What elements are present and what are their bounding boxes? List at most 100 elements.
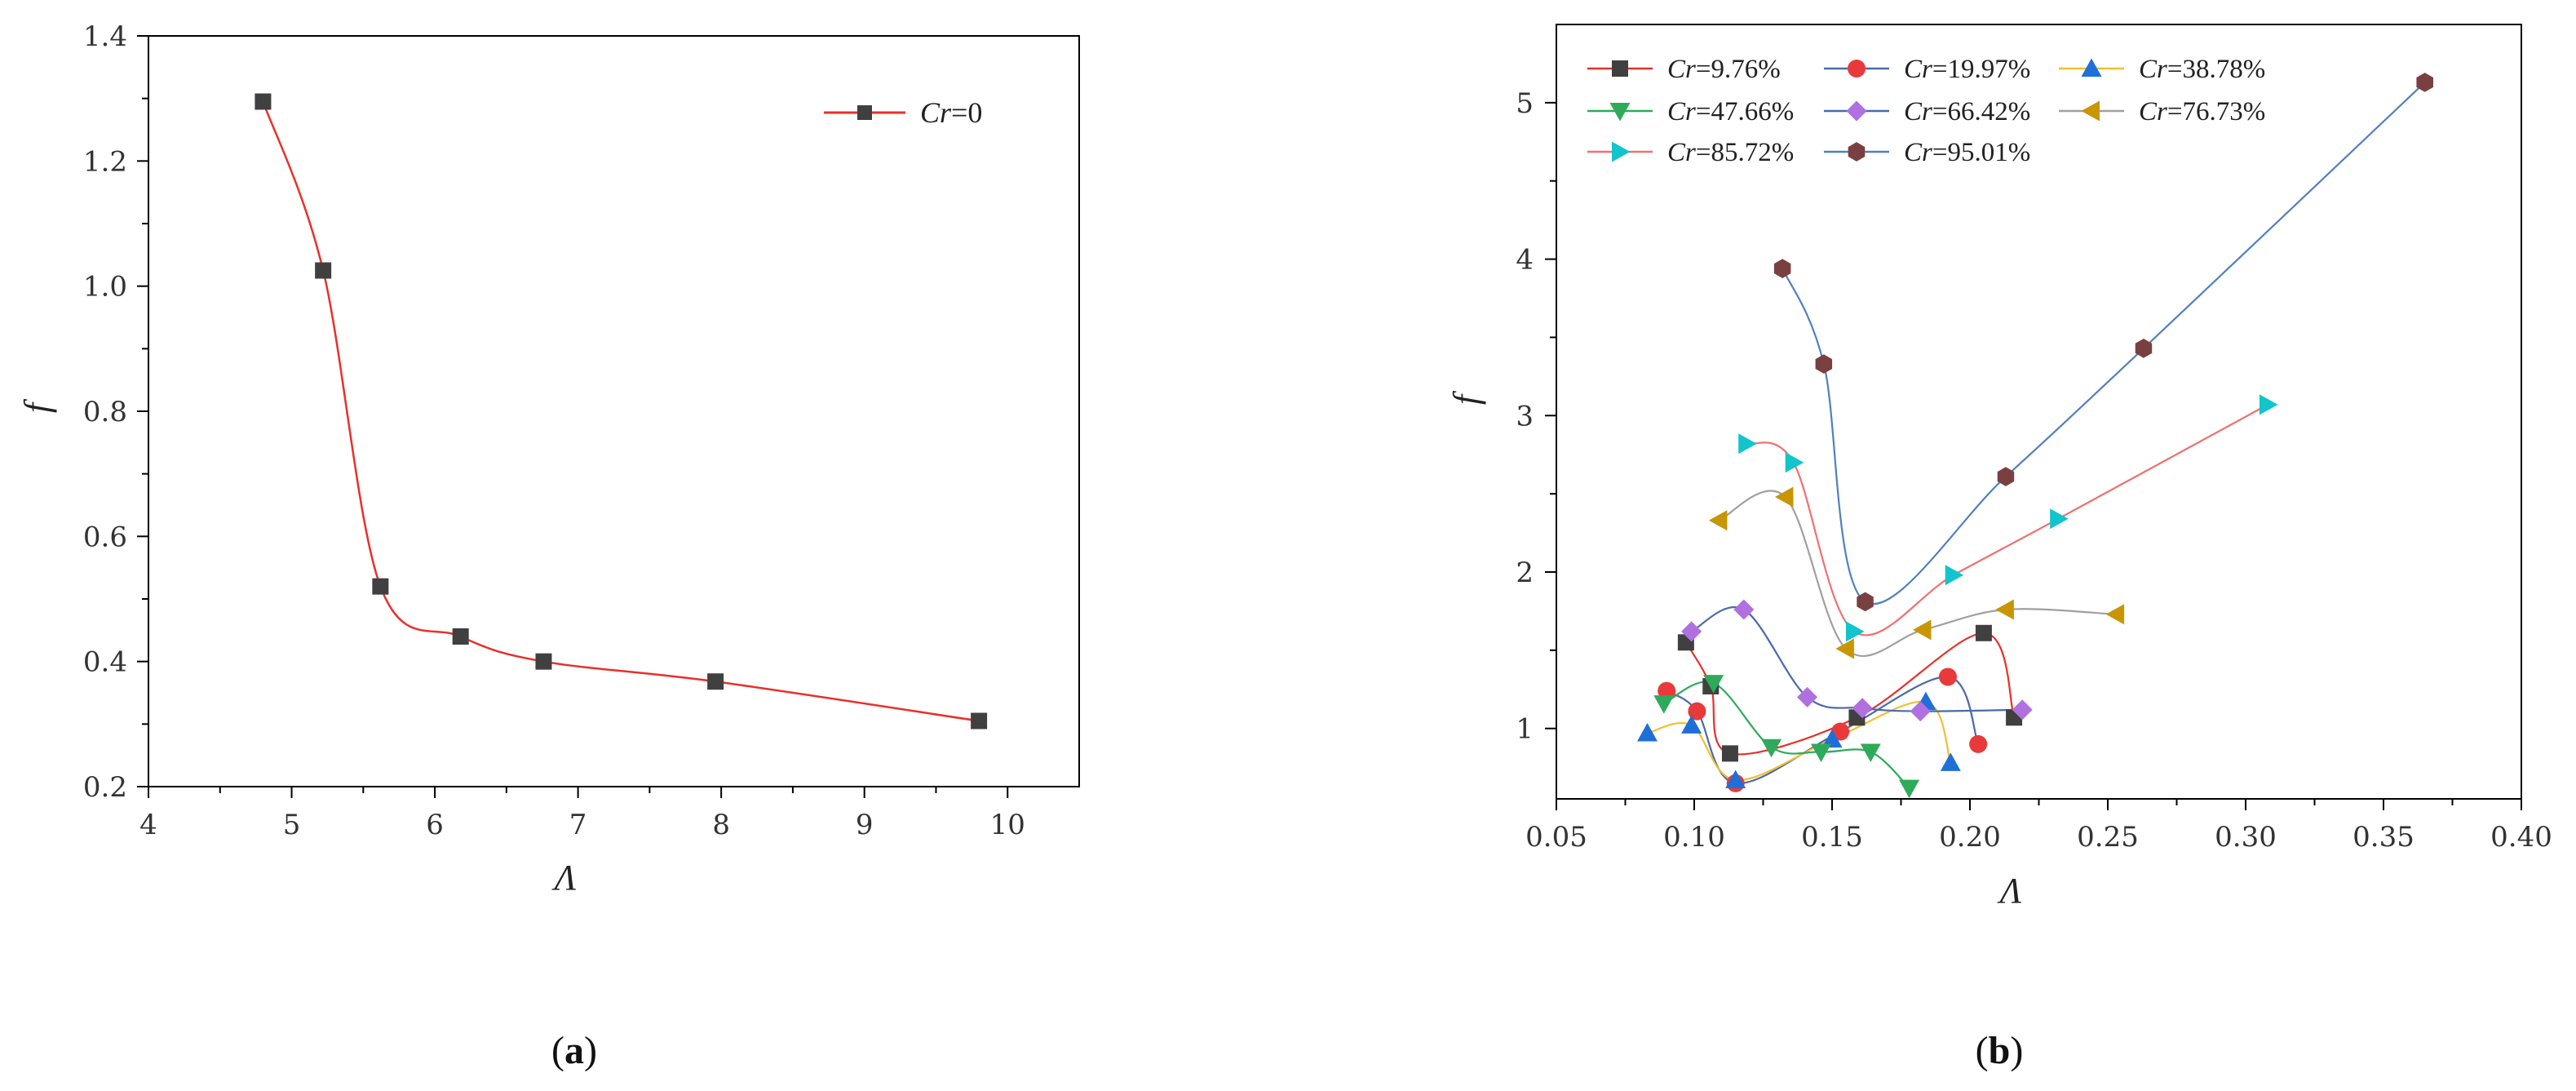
b-series — [1637, 73, 2433, 799]
b-legend-val: =9.76% — [1696, 55, 1781, 84]
b-legend-item: Cr=47.66% — [1587, 97, 1794, 126]
b-legend-item: Cr=85.72% — [1587, 138, 1794, 167]
b-data-point — [1995, 599, 2014, 620]
b-ytick-label: 1 — [1516, 713, 1534, 746]
b-data-point — [1653, 695, 1675, 714]
b-data-point — [2416, 73, 2433, 92]
caption-a: (a) — [551, 1029, 597, 1072]
a-data-point — [535, 653, 552, 670]
b-legend-var: Cr — [1904, 138, 1932, 167]
b-xtick-label: 0.20 — [1939, 821, 2001, 854]
a-xtick-label: 9 — [856, 809, 874, 841]
caption-b-letter: b — [1989, 1029, 2011, 1072]
b-legend-var: Cr — [1667, 55, 1696, 84]
a-data-point — [315, 262, 332, 279]
a-ytick-label: 0.4 — [83, 646, 127, 679]
a-xlabel: Λ — [551, 858, 577, 898]
b-legend-var: Cr — [2139, 55, 2167, 84]
b-legend-marker — [1609, 103, 1631, 122]
b-xlabel: Λ — [1997, 871, 2022, 911]
a-legend-val: =0 — [951, 96, 982, 129]
b-legend-val: =66.42% — [1932, 97, 2030, 126]
b-legend-val: =19.97% — [1932, 55, 2030, 84]
b-ytick-label: 5 — [1516, 87, 1534, 120]
b-data-point — [1681, 621, 1702, 642]
b-legend-item: Cr=9.76% — [1587, 55, 1781, 84]
b-data-point — [1721, 745, 1738, 762]
a-ytick-label: 0.8 — [83, 396, 127, 428]
a-ytick-label: 0.2 — [83, 771, 127, 804]
b-legend-item: Cr=19.97% — [1824, 55, 2030, 84]
b-legend-var: Cr — [2139, 97, 2167, 126]
b-legend-marker — [1848, 60, 1866, 78]
a-legend-label: Cr=0 — [920, 96, 982, 129]
a-ylabel: f — [17, 398, 57, 413]
b-data-point — [1940, 752, 1961, 771]
b-data-point — [1945, 565, 1964, 586]
b-data-point — [1997, 467, 2015, 486]
a-data-point — [452, 628, 469, 645]
a-xtick-label: 5 — [283, 809, 301, 841]
a-legend: Cr=0 — [824, 96, 982, 129]
a-series-line — [262, 101, 980, 722]
b-data-point — [1938, 667, 1957, 686]
b-legend-val: =76.73% — [2167, 97, 2265, 126]
b-legend-var: Cr — [1904, 97, 1932, 126]
caption-b: (b) — [1976, 1029, 2024, 1072]
b-legend-val: =85.72% — [1696, 138, 1794, 167]
a-ytick-label: 1.2 — [83, 145, 127, 178]
b-legend-label: Cr=95.01% — [1904, 138, 2030, 167]
b-data-point — [1846, 621, 1865, 642]
b-ytick-label: 4 — [1516, 244, 1534, 277]
b-data-point — [1785, 452, 1804, 473]
a-ytick-label: 1.0 — [83, 271, 127, 304]
b-legend-label: Cr=38.78% — [2139, 55, 2265, 84]
b-legend-val: =95.01% — [1932, 138, 2030, 167]
a-data-point — [971, 712, 988, 730]
b-legend-item: Cr=38.78% — [2059, 55, 2265, 84]
b-data-point — [1797, 686, 1818, 707]
b-ytick-label: 3 — [1516, 400, 1534, 432]
b-data-point — [2012, 699, 2033, 721]
b-data-point — [1637, 723, 1658, 742]
a-series — [255, 93, 988, 730]
b-legend-label: Cr=85.72% — [1667, 138, 1794, 167]
b-data-point — [2135, 339, 2153, 358]
chart-a: 4 5 6 7 8 9 10 0.2 0.4 0.6 0.8 1.0 1.2 1.4 Λ f Cr=0 — [17, 20, 1080, 898]
b-legend-label: Cr=9.76% — [1667, 55, 1781, 84]
a-data-point — [707, 673, 724, 690]
b-data-point — [1821, 729, 1843, 748]
b-legend-var: Cr — [1667, 97, 1696, 126]
b-data-point — [1725, 769, 1746, 788]
a-xtick-label: 6 — [426, 809, 444, 841]
b-data-point — [1899, 779, 1920, 799]
b-data-point — [1708, 510, 1728, 531]
a-ticks: 4 5 6 7 8 9 10 0.2 0.4 0.6 0.8 1.0 1.2 1.4 — [83, 20, 1025, 841]
b-legend-marker — [1612, 60, 1628, 77]
a-xtick-label: 4 — [139, 809, 157, 841]
b-xtick-label: 0.30 — [2215, 821, 2277, 854]
b-legend-label: Cr=66.42% — [1904, 97, 2030, 126]
b-data-point — [1815, 354, 1833, 374]
b-data-point — [1860, 743, 1881, 762]
a-data-point — [255, 93, 272, 110]
b-legend-item: Cr=95.01% — [1824, 138, 2030, 167]
b-data-point — [1773, 259, 1791, 278]
plot-frame-a — [148, 35, 1080, 787]
b-legend-item: Cr=66.42% — [1824, 97, 2030, 126]
b-legend-var: Cr — [1904, 55, 1932, 84]
b-legend-item: Cr=76.73% — [2059, 97, 2265, 126]
b-legend-marker — [1846, 100, 1867, 122]
b-xtick-label: 0.25 — [2077, 821, 2139, 854]
b-legend-label: Cr=76.73% — [2139, 97, 2265, 126]
b-data-point — [1969, 734, 1988, 753]
a-legend-marker — [857, 105, 872, 120]
a-legend-var: Cr — [920, 96, 952, 129]
b-legend-val: =38.78% — [2167, 55, 2265, 84]
a-xtick-label: 8 — [712, 809, 730, 841]
a-xtick-label: 10 — [990, 809, 1025, 841]
b-data-point — [1835, 638, 1854, 659]
b-xtick-label: 0.15 — [1801, 821, 1863, 854]
